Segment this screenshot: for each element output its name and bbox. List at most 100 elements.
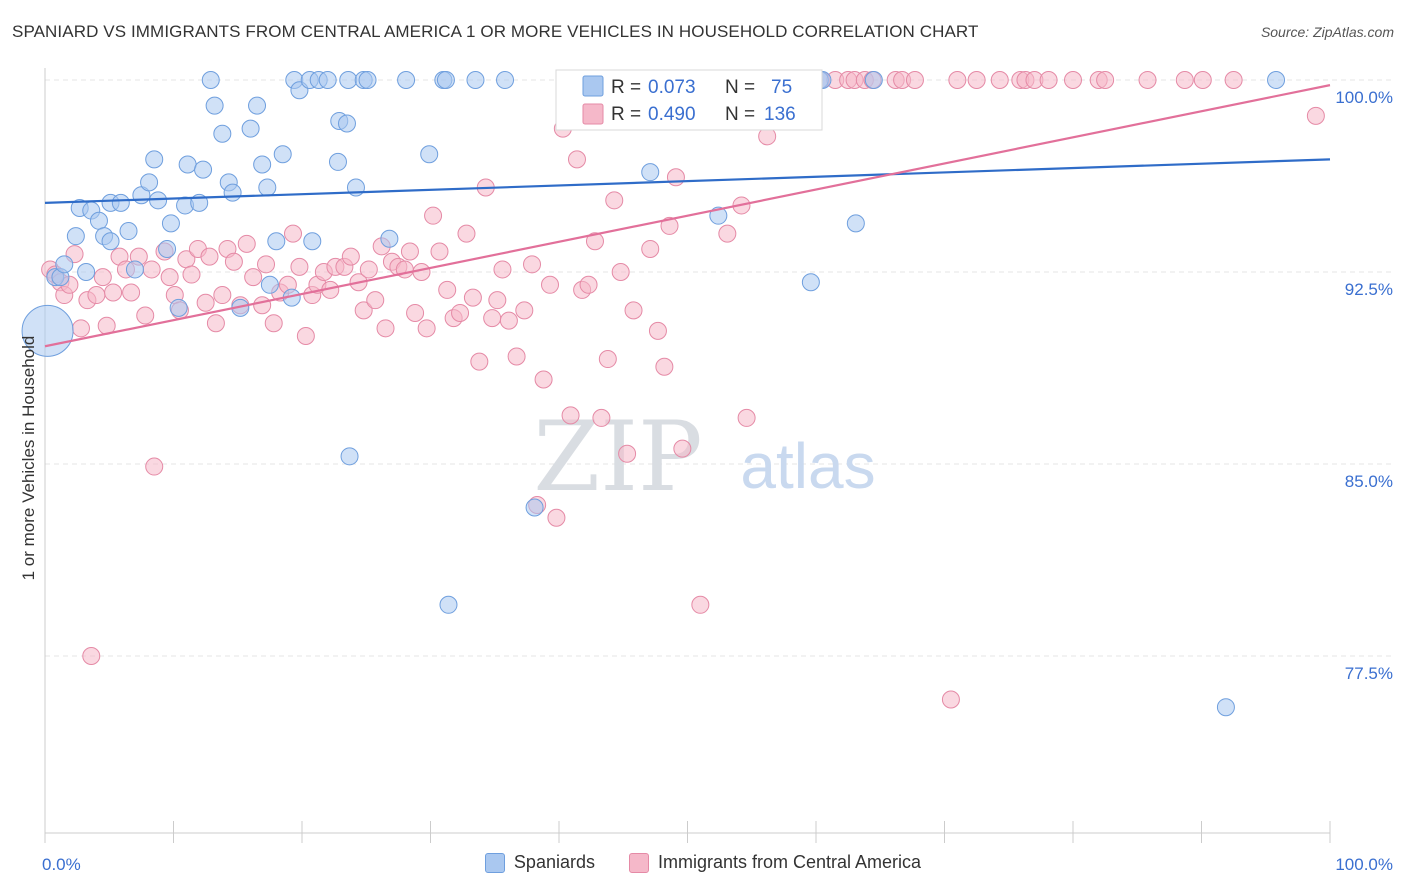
immigrant-point [257, 255, 276, 274]
spaniard-point [260, 275, 279, 294]
immigrant-point [122, 283, 141, 302]
immigrant-point [1064, 71, 1082, 89]
spaniard-point [145, 150, 164, 169]
spaniard-point [1267, 71, 1286, 89]
immigrant-point [406, 303, 425, 322]
legend-bottom: Spaniards Immigrants from Central Americ… [0, 852, 1406, 873]
immigrant-point [534, 370, 553, 389]
spaniard-point [111, 193, 130, 212]
spaniard-point [339, 71, 358, 89]
immigrant-point [585, 232, 604, 251]
immigrant-point [567, 150, 586, 169]
spaniard-point [258, 178, 277, 197]
spaniard-point [161, 214, 180, 233]
immigrant-point [142, 260, 161, 279]
spaniard-point [303, 232, 322, 251]
immigrant-point [1138, 71, 1157, 89]
immigrant-point [71, 319, 90, 338]
immigrant-point [641, 239, 660, 258]
spaniard-point [846, 214, 865, 233]
spaniard-point [466, 71, 485, 89]
immigrant-point [648, 321, 667, 340]
spaniard-point [709, 206, 728, 225]
immigrant-point [463, 288, 482, 307]
immigrant-point [160, 268, 179, 287]
immigrant-point [206, 314, 225, 333]
legend-r-value: 0.490 [648, 104, 696, 125]
x-tick-label: 0.0% [42, 855, 81, 874]
spaniard-point [358, 71, 377, 89]
spaniard-point [641, 163, 660, 182]
immigrant-point [541, 275, 560, 294]
legend-swatch-blue [582, 75, 604, 97]
legend-r-value: 0.073 [648, 77, 696, 98]
immigrant-point [493, 260, 512, 279]
legend-n-value: 136 [764, 104, 796, 125]
immigrant-point [341, 247, 360, 266]
immigrant-point [136, 306, 155, 325]
immigrant-point [1175, 71, 1194, 89]
immigrant-point [507, 347, 526, 366]
spaniard-point [253, 155, 272, 174]
immigrant-point [290, 257, 309, 276]
immigrant-point [905, 71, 924, 89]
immigrant-point [451, 303, 470, 322]
immigrant-point [598, 350, 617, 369]
immigrant-point [718, 224, 737, 243]
immigrant-point [660, 216, 679, 235]
immigrant-point [417, 319, 436, 338]
immigrant-point [655, 357, 674, 376]
immigrant-point [430, 242, 449, 261]
spaniard-point [194, 160, 213, 179]
spaniard-point [439, 595, 458, 614]
immigrant-point [438, 280, 457, 299]
legend-item-immigrants-central-america[interactable]: Immigrants from Central America [628, 852, 921, 873]
immigrant-point [673, 439, 692, 458]
watermark-atlas: atlas [740, 430, 875, 502]
spaniard-point [89, 211, 108, 230]
immigrant-point [948, 71, 967, 89]
legend-n-label: N = [725, 104, 760, 125]
immigrant-point [224, 252, 243, 271]
immigrant-point [93, 268, 112, 287]
immigrant-point [523, 255, 542, 274]
immigrant-point [605, 191, 624, 210]
grid-lines: 100.0% 92.5% 85.0% 77.5% [45, 79, 1393, 683]
immigrant-point [618, 444, 637, 463]
immigrant-point [470, 352, 489, 371]
legend-item-spaniards[interactable]: Spaniards [484, 852, 595, 873]
legend-r-label: R = [611, 77, 646, 98]
immigrant-point [547, 508, 566, 527]
immigrant-point [1096, 71, 1115, 89]
immigrant-point [182, 265, 201, 284]
spaniard-point [340, 447, 359, 466]
immigrant-point [196, 293, 215, 312]
immigrant-point [359, 260, 378, 279]
y-tick-label: 92.5% [1345, 280, 1393, 299]
immigrant-point [499, 311, 518, 330]
immigrant-point [104, 283, 123, 302]
immigrant-point [691, 595, 710, 614]
spaniard-point [525, 498, 544, 517]
immigrant-point [400, 242, 419, 261]
spaniard-point [397, 71, 416, 89]
spaniard-point [496, 71, 515, 89]
spaniard-point [420, 145, 439, 164]
spaniard-point [119, 222, 138, 241]
spaniard-point [77, 263, 96, 281]
watermark-zip: ZIP [533, 401, 702, 513]
spaniard-point [436, 71, 455, 89]
x-tick-label: 100.0% [1335, 855, 1393, 874]
spaniard-point [1216, 698, 1235, 717]
legend-r-label: R = [611, 104, 646, 125]
immigrant-point [284, 224, 303, 243]
spaniard-point [801, 273, 820, 292]
immigrant-point [967, 71, 986, 89]
spaniard-point [158, 239, 177, 258]
immigrant-point [611, 263, 630, 281]
immigrant-point [424, 206, 443, 225]
spaniard-point [337, 114, 356, 133]
immigrant-point [244, 268, 263, 287]
spaniard-point [241, 119, 260, 138]
